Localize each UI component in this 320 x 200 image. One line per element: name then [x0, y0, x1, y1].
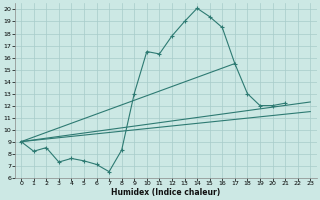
X-axis label: Humidex (Indice chaleur): Humidex (Indice chaleur): [111, 188, 220, 197]
